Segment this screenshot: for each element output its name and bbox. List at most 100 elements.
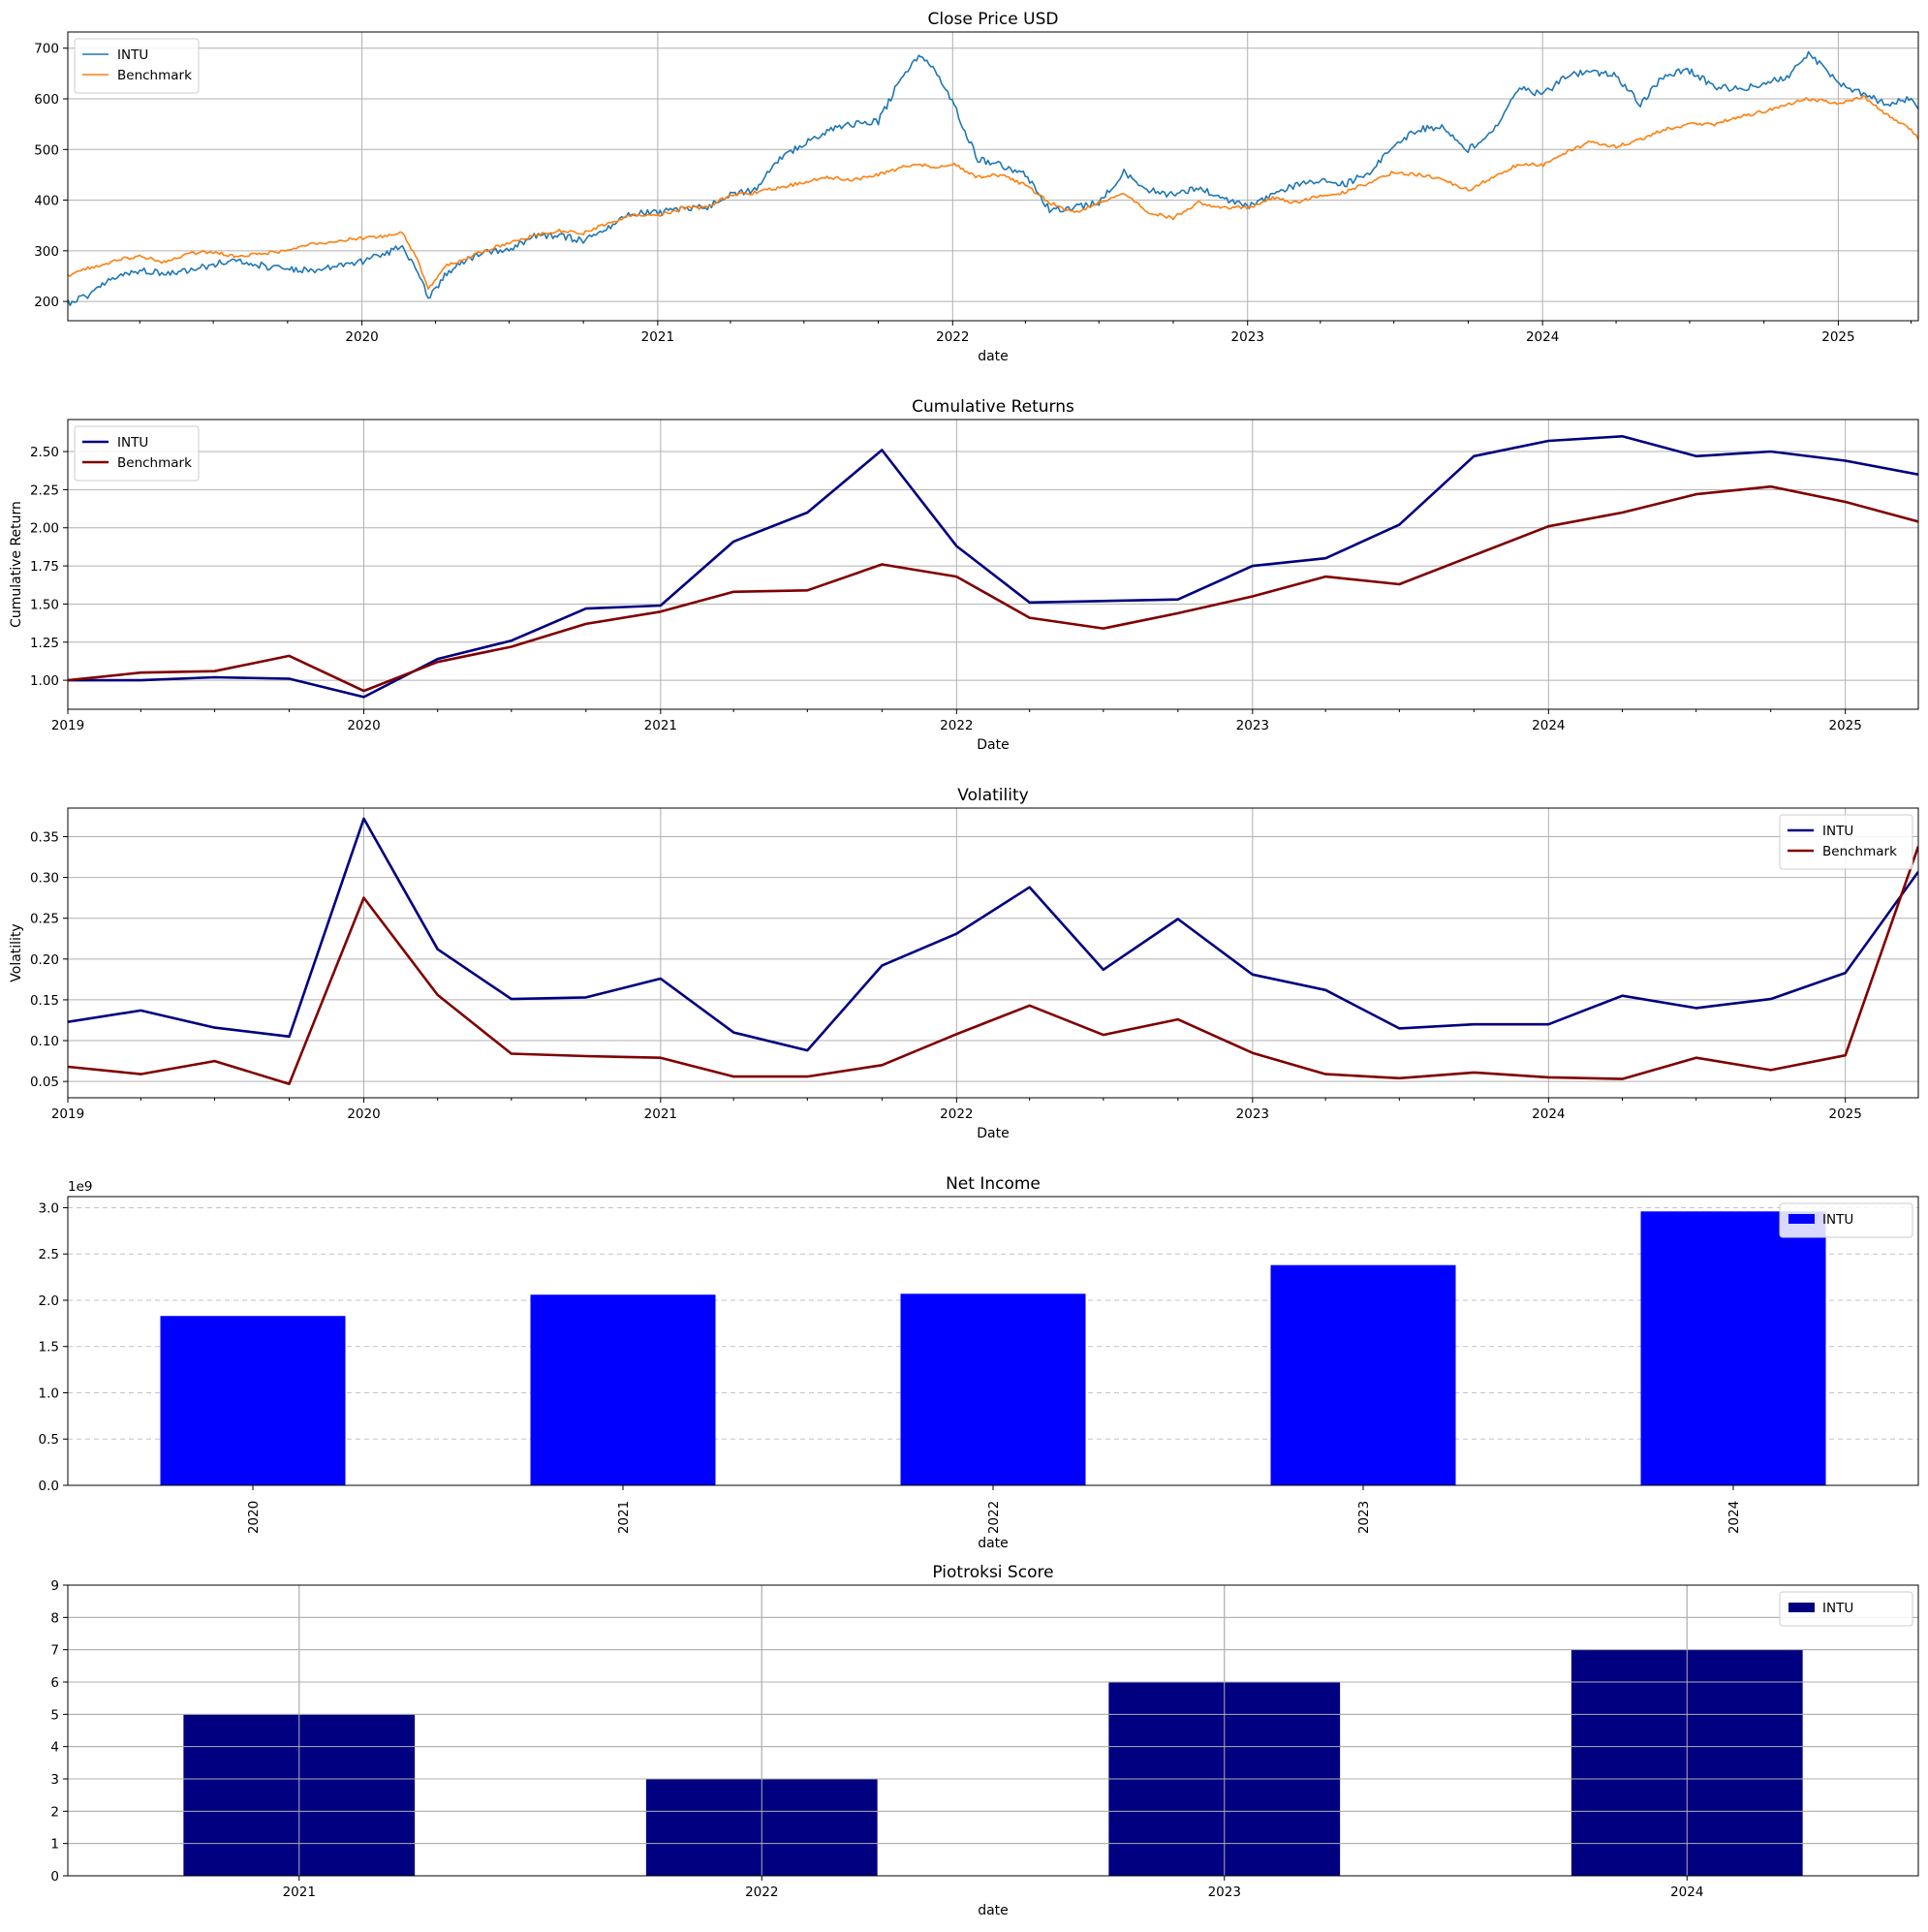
cumulative-returns-legend-box (74, 425, 200, 482)
net-income-ytick-label: 2.0 (39, 1293, 59, 1309)
volatility-ytick-label: 0.15 (30, 993, 59, 1009)
piotroski-ytick-label: 9 (50, 1578, 59, 1594)
piotroski-plot-frame (67, 1584, 1919, 1877)
cumulative-returns-xtick-label: 2020 (347, 718, 380, 733)
volatility-legend-box (1779, 814, 1913, 870)
close-price-xtick-label: 2021 (641, 329, 674, 345)
close-price-panel: Close Price USD date 2020 2021 2022 2023 202… (34, 10, 1919, 364)
volatility-legend-label: INTU (1822, 824, 1853, 839)
close-price-xtick-label: 2023 (1231, 329, 1264, 345)
net-income-xtick-label: 2024 (1726, 1501, 1742, 1534)
net-income-legend-swatch (1788, 1214, 1815, 1224)
cumulative-returns-xtick-label: 2019 (51, 718, 84, 733)
net-income-xtick-label: 2021 (616, 1501, 632, 1534)
close-price-legend-label: INTU (117, 47, 148, 63)
piotroski-ytick-label: 5 (50, 1707, 59, 1723)
close-price-ytick-label: 700 (34, 42, 59, 57)
volatility-series-line-benchmark (68, 846, 1918, 1085)
cumulative-returns-plot-frame (67, 419, 1919, 710)
net-income-ytick-label: 3.0 (39, 1200, 59, 1216)
cumulative-returns-series-line-benchmark (68, 484, 1918, 693)
volatility-ylabel: Volatility (9, 923, 24, 982)
volatility-ytick-label: 0.20 (30, 952, 59, 968)
close-price-xtick-label: 2024 (1526, 329, 1559, 345)
volatility-ytick-label: 0.30 (30, 871, 59, 887)
net-income-ytick-label: 1.0 (39, 1386, 59, 1401)
volatility-title: Volatility (957, 786, 1028, 805)
cumulative-returns-legend-label: Benchmark (117, 455, 192, 471)
close-price-ytick-label: 600 (34, 92, 59, 108)
cumulative-returns-xtick-label: 2024 (1532, 718, 1565, 733)
net-income-plot-frame (67, 1196, 1919, 1486)
volatility-xtick-label: 2023 (1236, 1106, 1269, 1122)
net-income-xlabel: date (978, 1536, 1009, 1551)
volatility-xtick-label: 2021 (644, 1106, 677, 1122)
piotroski-legend-label: INTU (1822, 1601, 1853, 1616)
volatility-ytick-label: 0.05 (30, 1075, 59, 1090)
cumulative-returns-legend-label: INTU (117, 435, 148, 451)
net-income-panel: Net Income date 1e9 0.0 0.5 1.0 1.5 2.0 2.5 3.… (39, 1174, 1919, 1551)
net-income-ytick-label: 0.5 (39, 1432, 59, 1448)
net-income-offset-label: 1e9 (68, 1179, 92, 1195)
piotroski-ytick-label: 4 (50, 1740, 59, 1756)
cumulative-returns-ytick-label: 1.75 (30, 559, 59, 575)
piotroski-ytick-label: 1 (50, 1837, 59, 1853)
piotroski-xlabel: date (978, 1903, 1009, 1918)
volatility-xtick-label: 2019 (51, 1106, 84, 1122)
volatility-xtick-label: 2025 (1828, 1106, 1861, 1122)
close-price-title: Close Price USD (928, 10, 1059, 29)
piotroski-ytick-label: 6 (50, 1675, 59, 1691)
cumulative-returns-panel: Cumulative Returns Date Cumulative Retur… (9, 397, 1919, 753)
close-price-xtick-label: 2022 (936, 329, 969, 345)
close-price-plot-frame (67, 31, 1919, 322)
volatility-xlabel: Date (977, 1126, 1009, 1141)
net-income-ytick-label: 1.5 (39, 1340, 59, 1356)
piotroski-xtick-label: 2023 (1208, 1885, 1241, 1900)
close-price-ytick-label: 300 (34, 244, 59, 260)
close-price-ytick-label: 500 (34, 142, 59, 158)
cumulative-returns-xlabel: Date (977, 737, 1009, 753)
cumulative-returns-ytick-label: 1.50 (30, 597, 59, 612)
close-price-series-line-intu (68, 50, 1918, 307)
cumulative-returns-title: Cumulative Returns (912, 397, 1074, 417)
piotroski-ytick-label: 2 (50, 1804, 59, 1820)
net-income-ytick-label: 0.0 (39, 1479, 59, 1494)
cumulative-returns-ytick-label: 2.50 (30, 445, 59, 460)
net-income-bar-2021 (530, 1294, 716, 1485)
cumulative-returns-ytick-label: 2.00 (30, 521, 59, 537)
volatility-xtick-label: 2022 (940, 1106, 973, 1122)
piotroski-ytick-label: 7 (50, 1643, 59, 1659)
volatility-legend-label: Benchmark (1822, 844, 1897, 859)
net-income-bar-2024 (1640, 1211, 1826, 1485)
piotroski-panel: Piotroksi Score date 0 1 2 3 4 5 6 7 8 9 2021 2022 2… (50, 1563, 1919, 1918)
cumulative-returns-xtick-label: 2021 (644, 718, 677, 733)
piotroski-legend-swatch (1788, 1603, 1815, 1612)
piotroski-ytick-label: 8 (50, 1610, 59, 1626)
volatility-series-line-intu (68, 817, 1918, 1052)
cumulative-returns-xtick-label: 2023 (1236, 718, 1269, 733)
cumulative-returns-series-line-intu (68, 435, 1918, 699)
volatility-plot-frame (67, 807, 1919, 1099)
net-income-ytick-label: 2.5 (39, 1247, 59, 1262)
net-income-bar-2023 (1270, 1264, 1456, 1485)
close-price-legend-box (74, 38, 200, 94)
close-price-series-line-benchmark (68, 94, 1918, 291)
piotroski-legend-box (1779, 1591, 1913, 1627)
cumulative-returns-xtick-label: 2025 (1828, 718, 1861, 733)
volatility-ytick-label: 0.25 (30, 912, 59, 927)
volatility-xtick-label: 2020 (347, 1106, 380, 1122)
piotroski-xtick-label: 2022 (745, 1885, 778, 1900)
volatility-panel: Volatility Date Volatility 2019 2020 2021 2… (9, 786, 1919, 1141)
net-income-bar-2022 (900, 1293, 1086, 1485)
close-price-ytick-label: 200 (34, 295, 59, 310)
piotroski-title: Piotroksi Score (932, 1563, 1053, 1582)
net-income-legend-box (1779, 1202, 1913, 1238)
net-income-legend-label: INTU (1822, 1212, 1853, 1228)
net-income-title: Net Income (946, 1174, 1041, 1194)
net-income-bar-2020 (160, 1316, 346, 1485)
close-price-ytick-label: 400 (34, 194, 59, 209)
volatility-ytick-label: 0.10 (30, 1034, 59, 1049)
cumulative-returns-xtick-label: 2022 (940, 718, 973, 733)
